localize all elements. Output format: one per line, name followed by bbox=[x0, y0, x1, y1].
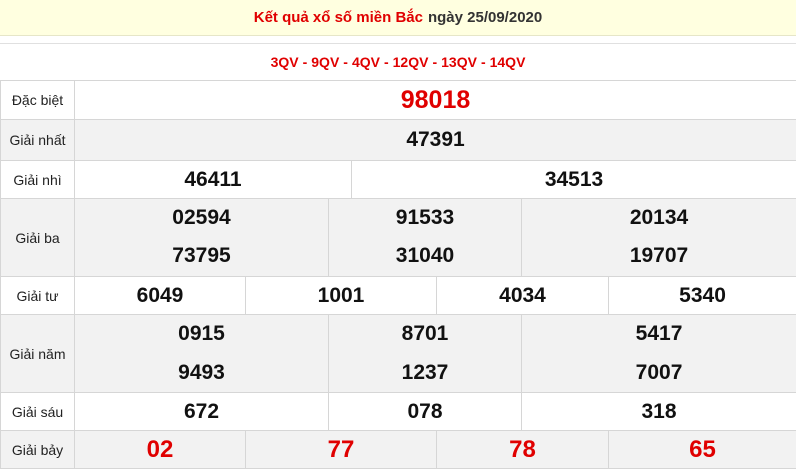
prize-number: 4034 bbox=[436, 276, 609, 315]
prize-number: 47391 bbox=[73, 119, 796, 161]
prize-number: 02594 bbox=[74, 198, 329, 237]
prize-row-fifth: Giải năm 0915 8701 5417 bbox=[0, 314, 796, 393]
code-item: 3QV bbox=[270, 54, 299, 70]
prize-row-first: Giải nhất 47391 bbox=[0, 119, 796, 161]
prize-number: 6049 bbox=[74, 276, 246, 315]
code-item: 14QV bbox=[489, 54, 526, 70]
prize-number: 318 bbox=[520, 392, 796, 431]
prize-number: 20134 bbox=[520, 198, 796, 237]
prize-number: 02 bbox=[74, 430, 246, 469]
results-table: Đặc biệt 98018 Giải nhất 47391 Giải nhì … bbox=[0, 80, 796, 469]
prize-number: 34513 bbox=[350, 160, 796, 199]
divider bbox=[0, 36, 796, 44]
prize-row-fifth-2: 9493 1237 7007 bbox=[1, 353, 796, 393]
prize-number: 46411 bbox=[74, 160, 352, 199]
prize-label: Đặc biệt bbox=[0, 80, 75, 120]
prize-number: 1001 bbox=[245, 276, 437, 315]
prize-row-special: Đặc biệt 98018 bbox=[0, 80, 796, 120]
prize-number: 65 bbox=[607, 430, 796, 469]
header-date: ngày 25/09/2020 bbox=[427, 9, 543, 26]
prize-number: 8701 bbox=[328, 314, 522, 354]
prize-label: Giải nhì bbox=[0, 160, 75, 199]
prize-number: 31040 bbox=[328, 236, 522, 277]
prize-row-second: Giải nhì 46411 34513 bbox=[0, 160, 796, 199]
prize-number: 77 bbox=[245, 430, 437, 469]
prize-label: Giải tư bbox=[0, 276, 75, 315]
prize-number: 1237 bbox=[328, 353, 522, 393]
prize-label: Giải năm bbox=[0, 314, 75, 393]
code-item: 4QV bbox=[351, 54, 380, 70]
prize-number: 9493 bbox=[74, 353, 329, 393]
prize-number: 7007 bbox=[520, 353, 796, 393]
prize-number: 0915 bbox=[74, 314, 329, 354]
prize-label: Giải nhất bbox=[0, 119, 75, 161]
prize-number: 5417 bbox=[520, 314, 796, 354]
prize-row-third-2: 73795 31040 19707 bbox=[1, 236, 796, 277]
prize-number: 5340 bbox=[607, 276, 796, 315]
code-item: 12QV bbox=[392, 54, 429, 70]
prize-number: 19707 bbox=[520, 236, 796, 277]
prize-row-fourth: Giải tư 6049 1001 4034 5340 bbox=[0, 276, 796, 315]
code-item: 9QV bbox=[311, 54, 340, 70]
header-title: Kết quả xổ số miền Bắc bbox=[253, 9, 423, 26]
ticket-codes: 3QV - 9QV - 4QV - 12QV - 13QV - 14QV bbox=[270, 54, 526, 70]
results-header: Kết quả xổ số miền Bắc ngày 25/09/2020 bbox=[0, 0, 796, 36]
prize-row-sixth: Giải sáu 672 078 318 bbox=[0, 392, 796, 431]
prize-number: 672 bbox=[74, 392, 329, 431]
special-prize-number: 98018 bbox=[73, 80, 796, 120]
prize-number: 078 bbox=[328, 392, 522, 431]
prize-label: Giải ba bbox=[0, 198, 75, 277]
prize-label: Giải sáu bbox=[0, 392, 75, 431]
prize-number: 73795 bbox=[74, 236, 329, 277]
prize-number: 78 bbox=[436, 430, 609, 469]
prize-number: 91533 bbox=[328, 198, 522, 237]
prize-label: Giải bảy bbox=[0, 430, 75, 469]
prize-row-third: Giải ba 02594 91533 20134 bbox=[0, 198, 796, 277]
code-item: 13QV bbox=[441, 54, 477, 70]
prize-row-seventh: Giải bảy 02 77 78 65 bbox=[0, 430, 796, 469]
